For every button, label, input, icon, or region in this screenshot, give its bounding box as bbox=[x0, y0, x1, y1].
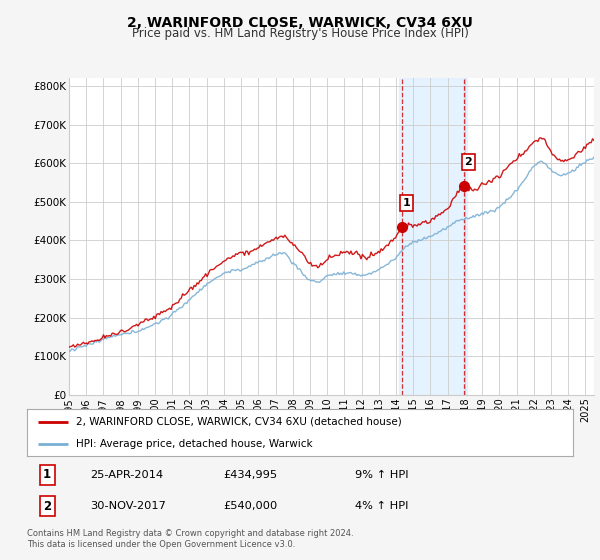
Text: 2, WARINFORD CLOSE, WARWICK, CV34 6XU: 2, WARINFORD CLOSE, WARWICK, CV34 6XU bbox=[127, 16, 473, 30]
Text: £540,000: £540,000 bbox=[224, 501, 278, 511]
Text: 2, WARINFORD CLOSE, WARWICK, CV34 6XU (detached house): 2, WARINFORD CLOSE, WARWICK, CV34 6XU (d… bbox=[76, 417, 402, 427]
Text: Contains HM Land Registry data © Crown copyright and database right 2024.
This d: Contains HM Land Registry data © Crown c… bbox=[27, 529, 353, 549]
Text: 1: 1 bbox=[43, 468, 51, 482]
Text: Price paid vs. HM Land Registry's House Price Index (HPI): Price paid vs. HM Land Registry's House … bbox=[131, 27, 469, 40]
Text: £434,995: £434,995 bbox=[224, 470, 278, 480]
Text: HPI: Average price, detached house, Warwick: HPI: Average price, detached house, Warw… bbox=[76, 438, 313, 449]
Text: 9% ↑ HPI: 9% ↑ HPI bbox=[355, 470, 408, 480]
Text: 30-NOV-2017: 30-NOV-2017 bbox=[90, 501, 166, 511]
Text: 1: 1 bbox=[403, 198, 410, 208]
Text: 25-APR-2014: 25-APR-2014 bbox=[90, 470, 163, 480]
Bar bbox=[400, 78, 467, 395]
Text: 2: 2 bbox=[43, 500, 51, 513]
Text: 2: 2 bbox=[464, 157, 472, 167]
Text: 4% ↑ HPI: 4% ↑ HPI bbox=[355, 501, 408, 511]
